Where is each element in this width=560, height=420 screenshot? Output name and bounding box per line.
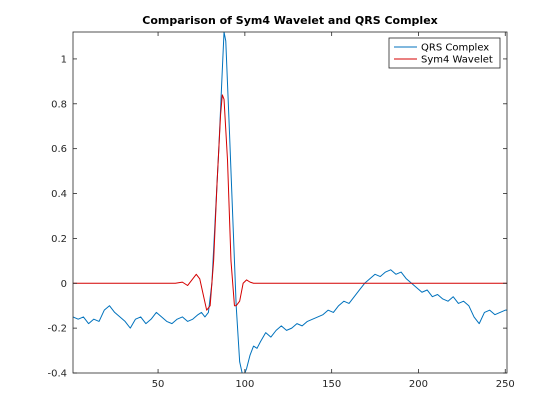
x-tick-label: 250 [496,379,515,390]
axes-frame [72,31,508,374]
y-tick-label: 0.6 [51,144,67,155]
y-tick-label: 0.4 [51,189,67,200]
y-tick-label: 0 [61,279,67,290]
plot-area: 50 100 150 200 250 -0.4 -0.2 0 0.2 0.4 0.6 0.8 1 [47,31,515,390]
x-tick-label: 200 [409,379,428,390]
legend-label: Sym4 Wavelet [421,55,493,66]
chart-title: Comparison of Sym4 Wavelet and QRS Compl… [142,14,438,27]
x-tick-label: 100 [235,379,254,390]
y-tick-label: -0.4 [47,369,67,380]
x-tick-label: 50 [152,379,165,390]
x-tick-label: 150 [322,379,341,390]
y-tick-label: 0.8 [51,99,67,110]
series-line-sym4-wavelet [73,94,507,311]
legend-box [388,37,501,69]
y-tick-label: -0.2 [47,324,67,335]
y-tick-label: 0.2 [51,234,67,245]
y-tick-label: 1 [61,54,67,65]
series-line-qrs-complex [73,32,507,373]
plot-background [73,32,507,373]
legend-label: QRS Complex [421,43,489,54]
